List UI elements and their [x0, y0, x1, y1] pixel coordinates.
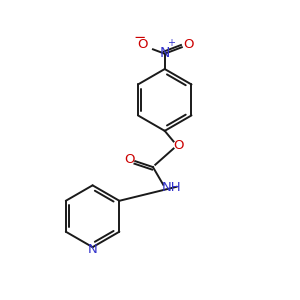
Text: NH: NH: [161, 181, 181, 194]
Text: O: O: [137, 38, 148, 51]
Text: N: N: [160, 46, 170, 59]
Text: O: O: [173, 139, 184, 152]
Text: +: +: [167, 38, 175, 47]
Text: N: N: [88, 243, 98, 256]
Text: O: O: [124, 153, 135, 166]
Text: O: O: [183, 38, 194, 51]
Text: −: −: [134, 30, 146, 45]
